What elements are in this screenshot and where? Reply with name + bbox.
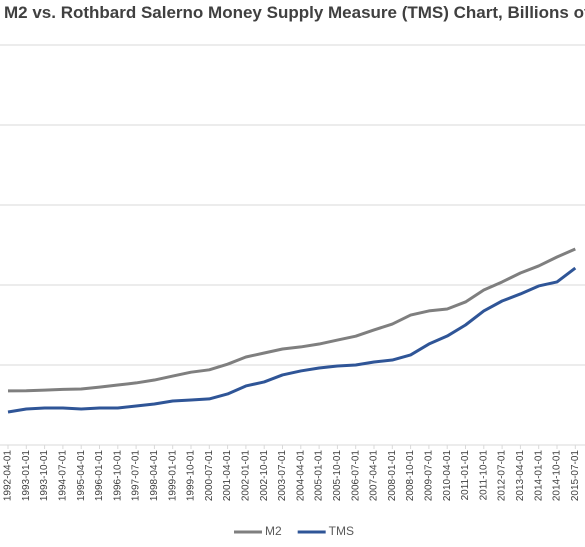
x-tick-label: 2007-04-01 (369, 450, 380, 502)
x-tick-label: 2002-10-01 (259, 450, 270, 502)
x-tick-label: 2001-04-01 (222, 450, 233, 502)
x-tick-label: 2014-01-01 (533, 450, 544, 502)
series-line (7, 247, 576, 393)
x-tick-label: 2005-01-01 (314, 450, 325, 502)
x-tick-label: 1995-04-01 (76, 450, 87, 502)
x-tick-label: 1999-01-01 (167, 450, 178, 502)
x-tick-label: 1996-10-01 (112, 450, 123, 502)
x-tick-label: 1994-07-01 (58, 450, 69, 502)
x-tick-label: 2008-01-01 (387, 450, 398, 502)
x-tick-label: 1997-07-01 (131, 450, 142, 502)
chart-title: M2 vs. Rothbard Salerno Money Supply Mea… (4, 3, 585, 22)
x-tick-label: 2013-04-01 (515, 450, 526, 502)
x-tick-label: 2006-07-01 (350, 450, 361, 502)
x-tick-label: 2008-10-01 (405, 450, 416, 502)
x-tick-label: 2011-01-01 (460, 450, 471, 501)
x-tick-label: 2003-07-01 (277, 450, 288, 502)
x-tick-label: 2004-04-01 (295, 450, 306, 502)
x-tick-label: 2012-07-01 (497, 450, 508, 502)
x-tick-label: 1992-04-01 (3, 450, 14, 502)
x-tick-label: 2000-07-01 (204, 450, 215, 502)
x-tick-label: 1999-10-01 (186, 450, 197, 502)
x-tick-label: 2005-10-01 (332, 450, 343, 502)
x-tick-label: 1998-04-01 (149, 450, 160, 502)
x-tick-label: 2011-10-01 (478, 450, 489, 501)
x-tick-label: 1993-10-01 (39, 450, 50, 502)
legend-label: M2 (265, 524, 282, 538)
x-tick-label: 1996-01-01 (94, 450, 105, 502)
x-tick-label: 2009-07-01 (424, 450, 435, 502)
x-tick-label: 2010-04-01 (442, 450, 453, 502)
x-tick-label: 2014-10-01 (552, 450, 563, 502)
x-tick-label: 1993-01-01 (21, 450, 32, 502)
x-tick-label: 2015-07-01 (570, 450, 581, 502)
series-line (7, 266, 577, 414)
legend-label: TMS (329, 524, 354, 538)
x-tick-label: 2002-01-01 (241, 450, 252, 502)
